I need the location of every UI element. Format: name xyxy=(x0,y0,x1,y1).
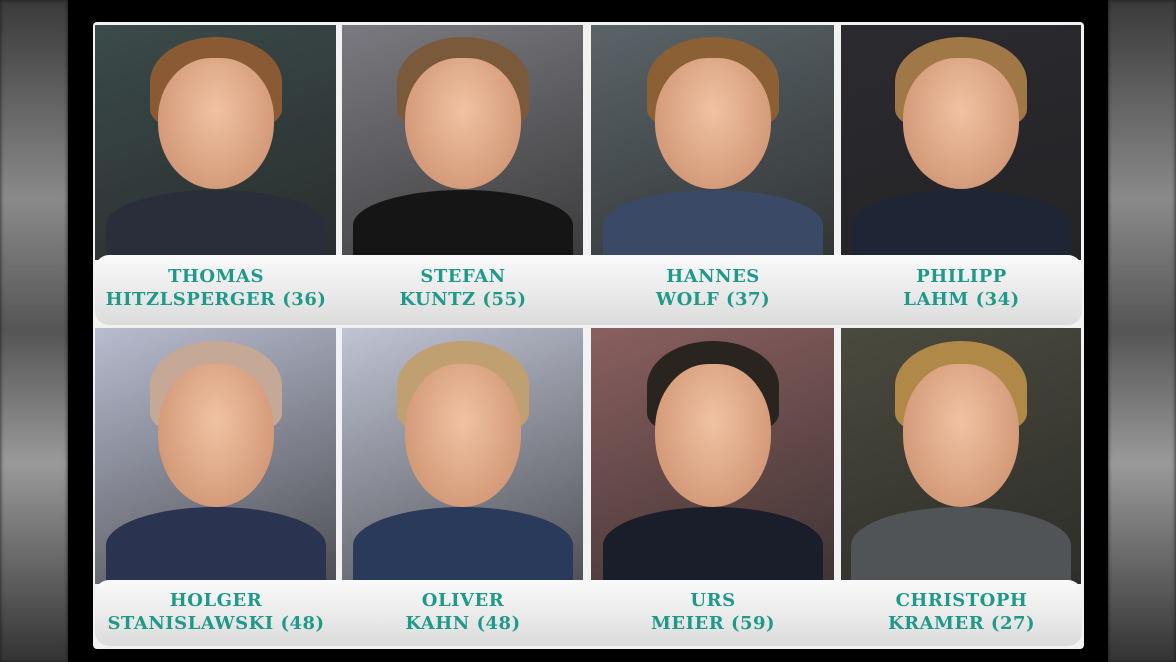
face-shape xyxy=(404,363,521,508)
clothing-shape xyxy=(602,189,823,260)
last-name-age: KUNTZ (55) xyxy=(399,289,527,310)
first-name: THOMAS xyxy=(168,266,264,287)
last-name-age: STANISLAWSKI (48) xyxy=(107,613,325,634)
name-banner-row-2 xyxy=(95,580,1082,646)
clothing-shape xyxy=(105,189,326,260)
face-shape xyxy=(654,57,771,190)
face-shape xyxy=(654,363,771,508)
person-name-label: HOLGER STANISLAWSKI (48) xyxy=(93,589,340,635)
person-name-label: PHILIPP LAHM (34) xyxy=(838,265,1085,311)
last-name-age: MEIER (59) xyxy=(650,613,776,634)
portrait-photo xyxy=(342,328,583,584)
last-name-age: KRAMER (27) xyxy=(887,613,1036,634)
blurred-background-right xyxy=(1108,0,1176,662)
person-name-label: OLIVER KAHN (48) xyxy=(340,589,587,635)
first-name: PHILIPP xyxy=(916,266,1007,287)
face-shape xyxy=(157,363,274,508)
person-name-label: CHRISTOPH KRAMER (27) xyxy=(838,589,1085,635)
clothing-shape xyxy=(602,507,823,584)
person-name-label: THOMAS HITZLSPERGER (36) xyxy=(93,265,340,311)
last-name-age: KAHN (48) xyxy=(405,613,521,634)
first-name: URS xyxy=(690,590,736,611)
person-name-label: URS MEIER (59) xyxy=(590,589,837,635)
face-shape xyxy=(404,57,521,190)
first-name: HANNES xyxy=(666,266,760,287)
first-name: CHRISTOPH xyxy=(895,590,1028,611)
portrait-photo xyxy=(841,328,1081,584)
blurred-background-left xyxy=(0,0,68,662)
last-name-age: HITZLSPERGER (36) xyxy=(105,289,327,310)
portrait-photo xyxy=(342,25,583,260)
person-name-label: STEFAN KUNTZ (55) xyxy=(340,265,587,311)
portrait-photo xyxy=(591,328,834,584)
person-name-label: HANNES WOLF (37) xyxy=(590,265,837,311)
portrait-photo xyxy=(841,25,1081,260)
portrait-photo xyxy=(95,25,336,260)
face-shape xyxy=(903,363,1019,508)
clothing-shape xyxy=(851,507,1071,584)
clothing-shape xyxy=(352,189,573,260)
clothing-shape xyxy=(105,507,326,584)
last-name-age: WOLF (37) xyxy=(655,289,771,310)
first-name: HOLGER xyxy=(169,590,263,611)
first-name: STEFAN xyxy=(420,266,506,287)
name-banner-row-1 xyxy=(95,255,1082,325)
clothing-shape xyxy=(851,189,1071,260)
clothing-shape xyxy=(352,507,573,584)
last-name-age: LAHM (34) xyxy=(903,289,1020,310)
face-shape xyxy=(157,57,274,190)
portrait-photo xyxy=(591,25,834,260)
portrait-photo xyxy=(95,328,336,584)
first-name: OLIVER xyxy=(421,590,505,611)
face-shape xyxy=(903,57,1019,190)
